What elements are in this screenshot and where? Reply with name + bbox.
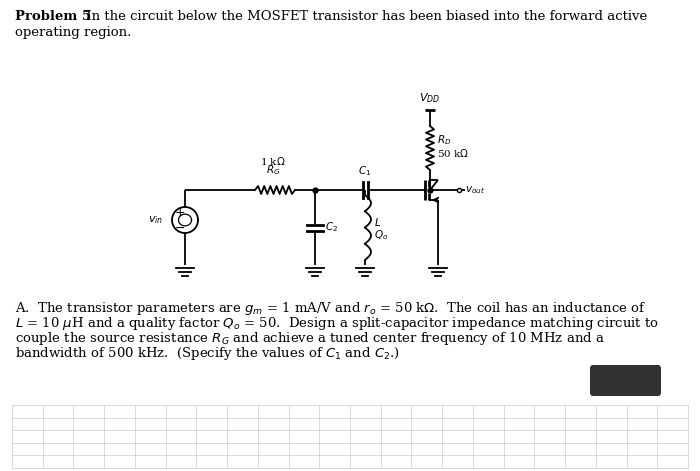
Text: 50 k$\Omega$: 50 k$\Omega$ (437, 147, 469, 159)
Text: $v_{out}$: $v_{out}$ (465, 184, 485, 196)
Text: $Q_o$: $Q_o$ (374, 228, 388, 243)
Text: Problem 5: Problem 5 (15, 10, 91, 23)
Text: +: + (175, 205, 186, 219)
Text: $v_{in}$: $v_{in}$ (148, 214, 163, 226)
Text: −: − (175, 221, 186, 235)
FancyBboxPatch shape (590, 365, 661, 396)
Text: $R_D$: $R_D$ (437, 133, 452, 147)
Text: A.  The transistor parameters are $g_m$ = 1 mA/V and $r_o$ = 50 k$\Omega$.  The : A. The transistor parameters are $g_m$ =… (15, 300, 646, 317)
Text: $L$ = 10 $\mu$H and a quality factor $Q_o$ = 50.  Design a split-capacitor imped: $L$ = 10 $\mu$H and a quality factor $Q_… (15, 315, 659, 332)
Text: In the circuit below the MOSFET transistor has been biased into the forward acti: In the circuit below the MOSFET transist… (82, 10, 648, 23)
Text: 1 k$\Omega$: 1 k$\Omega$ (260, 155, 286, 167)
Text: $C_1$: $C_1$ (358, 164, 372, 178)
Text: bandwidth of 500 kHz.  (Specify the values of $C_1$ and $C_2$.): bandwidth of 500 kHz. (Specify the value… (15, 345, 400, 362)
Text: $V_{DD}$: $V_{DD}$ (419, 91, 440, 105)
Text: operating region.: operating region. (15, 26, 132, 39)
Text: $L$: $L$ (374, 217, 382, 228)
Text: $R_G$: $R_G$ (266, 163, 280, 177)
Text: couple the source resistance $R_G$ and achieve a tuned center frequency of 10 MH: couple the source resistance $R_G$ and a… (15, 330, 605, 347)
Text: $C_2$: $C_2$ (325, 220, 338, 235)
